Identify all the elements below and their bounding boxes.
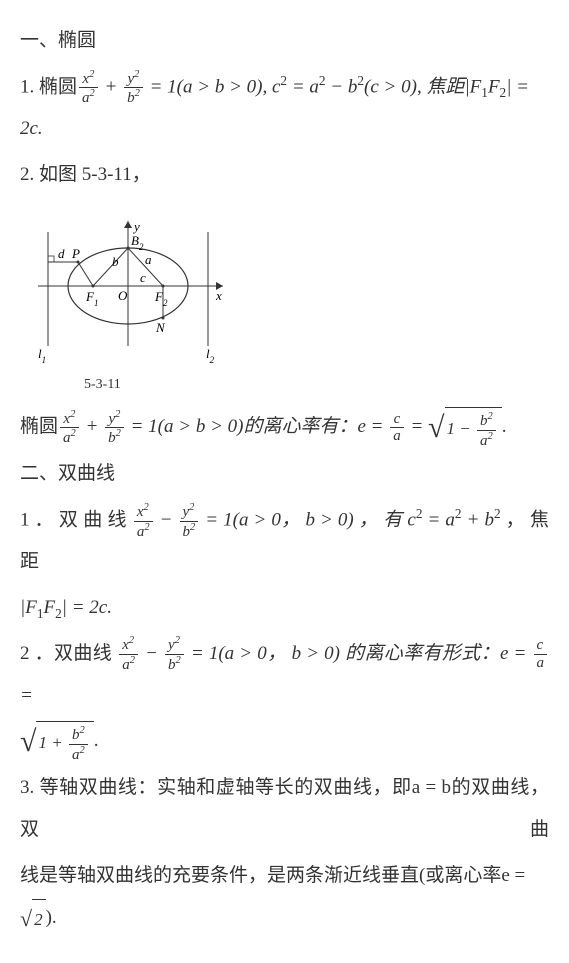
section1-title: 一、椭圆 bbox=[20, 20, 549, 62]
sqrt-ecc2: √1 + b2a2 bbox=[20, 721, 94, 764]
section2-item1: 1 ． 双 曲 线 x2a2 − y2b2 = 1(a > 0， b > 0) … bbox=[20, 499, 549, 583]
section2-title: 二、双曲线 bbox=[20, 453, 549, 495]
item1-prefix: 1. 椭圆 bbox=[20, 76, 77, 97]
hyp2-frac1: x2a2 bbox=[119, 635, 138, 673]
figure-caption: 5-3-11 bbox=[84, 370, 549, 401]
hyp-frac1: x2a2 bbox=[134, 502, 153, 540]
hyp2-cond: = 1(a > 0， b > 0) 的离心率有形式：e = bbox=[186, 643, 532, 664]
hyp2-tail: . bbox=[94, 730, 99, 751]
svg-text:y: y bbox=[132, 219, 140, 234]
frac-y2-b2-2: y2b2 bbox=[105, 409, 124, 447]
section1-eccentricity: 椭圆x2a2 + y2b2 = 1(a > b > 0)的离心率有：e = ca… bbox=[20, 406, 549, 449]
f1-sub: 1 bbox=[481, 85, 488, 100]
ceq: = a bbox=[287, 76, 319, 97]
section2-item2-line2: √1 + b2a2. bbox=[20, 720, 549, 763]
ellipse-svg: y x d P B2 b a F1 O c F2 N l1 l2 bbox=[28, 206, 228, 366]
cminus: − b bbox=[326, 76, 358, 97]
svg-text:d: d bbox=[58, 246, 65, 261]
svg-text:N: N bbox=[155, 320, 166, 335]
section1-item2: 2. 如图 5-3-11， bbox=[20, 154, 549, 196]
f2: F bbox=[488, 76, 500, 97]
hyp1-prefix: 1 ． 双 曲 线 bbox=[20, 509, 132, 530]
ecc-tail: . bbox=[502, 416, 507, 437]
frac-x2-a2: x2a2 bbox=[79, 69, 98, 107]
svg-text:l2: l2 bbox=[206, 346, 215, 365]
ecc-eq: = bbox=[406, 416, 428, 437]
frac-y2-b2: y2b2 bbox=[124, 69, 143, 107]
hyp-ceq: = a bbox=[422, 509, 454, 530]
svg-text:B2: B2 bbox=[131, 233, 144, 252]
ellipse-figure: y x d P B2 b a F1 O c F2 N l1 l2 5-3-11 bbox=[28, 206, 549, 401]
ecc-cond: = 1(a > b > 0)的离心率有：e = bbox=[126, 416, 388, 437]
item3b-text: 线是等轴双曲线的充要条件，是两条渐近线垂直(或离心率e = bbox=[20, 865, 525, 886]
cond1: = 1(a > b > 0), c bbox=[145, 76, 281, 97]
section2-item3a: 3. 等轴双曲线：实轴和虚轴等长的双曲线，即a = b的双曲线，双曲 bbox=[20, 767, 549, 851]
ecc-prefix: 椭圆 bbox=[20, 416, 58, 437]
svg-text:a: a bbox=[145, 252, 152, 267]
svg-text:b: b bbox=[112, 254, 119, 269]
frac-c-a: ca bbox=[390, 411, 404, 445]
hyp-cond: = 1(a > 0， b > 0) ， 有 c bbox=[200, 509, 416, 530]
svg-text:x: x bbox=[215, 288, 222, 303]
hyp-cplus: + b bbox=[462, 509, 494, 530]
section2-item1-line2: |F1F2| = 2c. bbox=[20, 587, 549, 629]
plus: + bbox=[100, 76, 122, 97]
hyp-frac2: y2b2 bbox=[180, 502, 199, 540]
section1-item1: 1. 椭圆x2a2 + y2b2 = 1(a > b > 0), c2 = a2… bbox=[20, 66, 549, 150]
frac-x2-a2-2: x2a2 bbox=[60, 409, 79, 447]
svg-text:P: P bbox=[71, 246, 80, 261]
sqrt2: √2 bbox=[20, 898, 46, 940]
hyp2-prefix: 2 ．双曲线 bbox=[20, 643, 117, 664]
svg-text:O: O bbox=[118, 288, 128, 303]
ccond: (c > 0), 焦距|F bbox=[364, 76, 481, 97]
hyp2-frac-ca: ca bbox=[534, 637, 548, 671]
sqrt-ecc1: √1 − b2a2 bbox=[428, 407, 502, 450]
svg-text:F2: F2 bbox=[154, 289, 168, 308]
hyp-minus: − bbox=[155, 509, 178, 530]
hyp-line2-tail: | = 2c. bbox=[62, 597, 112, 618]
hyp2-eq: = bbox=[20, 685, 33, 706]
svg-text:F1: F1 bbox=[85, 289, 98, 308]
section2-item2: 2 ．双曲线 x2a2 − y2b2 = 1(a > 0， b > 0) 的离心… bbox=[20, 633, 549, 717]
svg-text:l1: l1 bbox=[38, 346, 46, 365]
item3-tail: ). bbox=[46, 907, 57, 928]
hyp-line2: |F bbox=[20, 597, 37, 618]
section2-item3b: 线是等轴双曲线的充要条件，是两条渐近线垂直(或离心率e = √2). bbox=[20, 855, 549, 939]
svg-text:c: c bbox=[140, 270, 146, 285]
hyp2-frac2: y2b2 bbox=[165, 635, 184, 673]
